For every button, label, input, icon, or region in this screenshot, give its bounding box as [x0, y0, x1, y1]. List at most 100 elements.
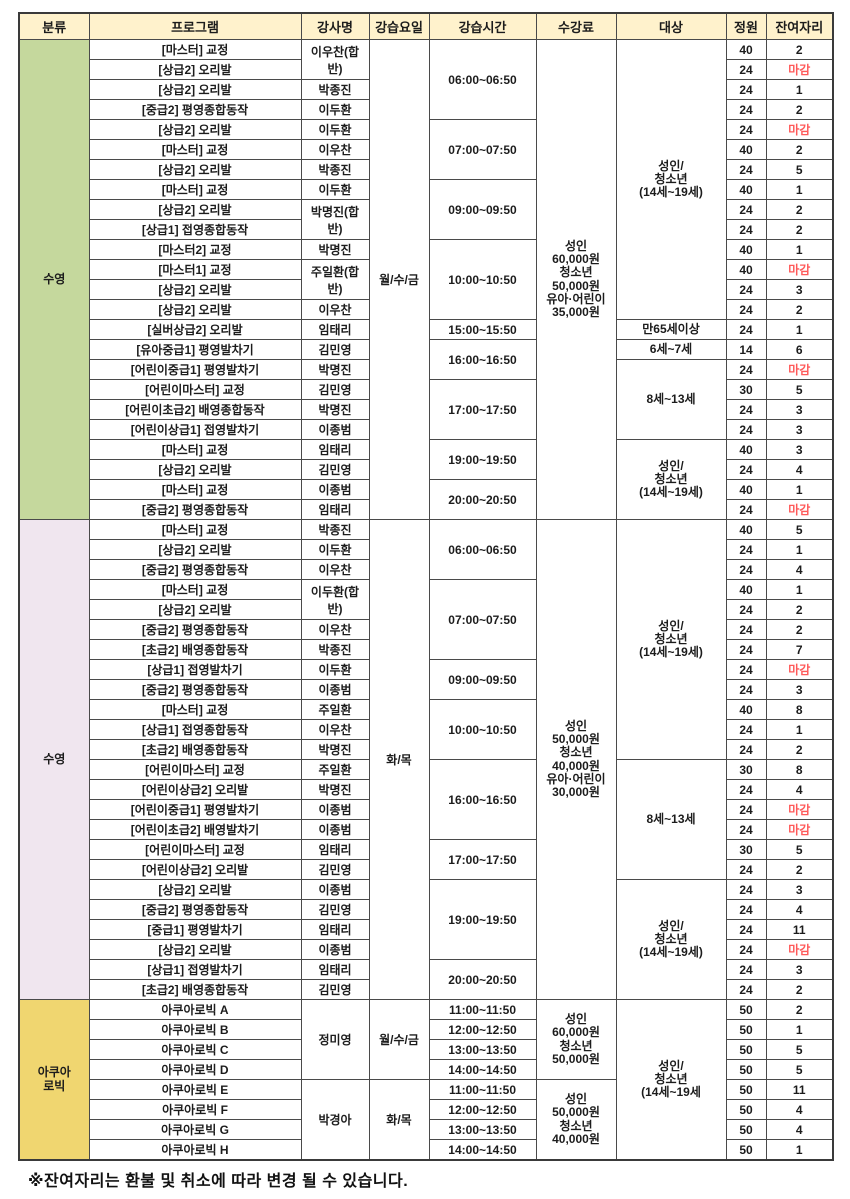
- table-row: 수영 [마스터] 교정 이우찬(합반) 월/수/금 06:00~06:50 성인 60,00…: [18, 39, 834, 520]
- table-row: [상급2] 오리발 24 2: [19, 599, 834, 620]
- time-cell: 13:00~13:50: [428, 1039, 537, 1060]
- program-cell: [어린이상급1] 접영발차기: [88, 419, 302, 440]
- instructor-cell: 임태리: [300, 839, 370, 860]
- program-cell: [중급2] 평영종합동작: [88, 679, 302, 700]
- remaining-cell: 1: [765, 719, 834, 740]
- schedule-table: 분류 프로그램 강사명 강습요일 강습시간 수강료 대상 정원 잔여자리 수영 [마스터] 교정 이…: [18, 12, 834, 1161]
- program-cell: [실버상급2] 오리발: [88, 319, 302, 340]
- program-cell: [마스터] 교정: [88, 439, 302, 460]
- instructor-cell: 이우찬: [300, 299, 370, 320]
- capacity-cell: 40: [725, 259, 767, 280]
- capacity-cell: 50: [725, 999, 767, 1020]
- capacity-cell: 24: [725, 419, 767, 440]
- table-row: [상급2] 오리발 박종진 24 1: [19, 79, 834, 100]
- remaining-cell: 3: [765, 879, 834, 900]
- column-header-0: 분류: [18, 12, 90, 40]
- time-cell: 14:00~14:50: [428, 1059, 537, 1080]
- instructor-cell: 이우찬: [300, 559, 370, 580]
- program-cell: [어린이상급2] 오리발: [88, 779, 302, 800]
- remaining-cell: 5: [765, 379, 834, 400]
- program-cell: [마스터] 교정: [88, 699, 302, 720]
- capacity-cell: 24: [725, 319, 767, 340]
- remaining-cell: 7: [765, 639, 834, 660]
- program-cell: 아쿠아로빅 C: [88, 1039, 302, 1060]
- table-row: [마스터] 교정 이우찬 40 2: [19, 139, 834, 160]
- time-cell: 14:00~14:50: [428, 1139, 537, 1161]
- fee-cell: 성인 60,000원 청소년 50,000원: [535, 999, 617, 1080]
- table-row: [마스터2] 교정 박명진 10:00~10:50 40 1: [19, 239, 834, 320]
- program-cell: [상급2] 오리발: [88, 199, 302, 220]
- table-row: 아쿠아로빅 C 13:00~13:50 50 5: [19, 1039, 834, 1060]
- remaining-cell: 1: [765, 579, 834, 600]
- capacity-cell: 24: [725, 599, 767, 620]
- remaining-cell: 2: [765, 139, 834, 160]
- remaining-cell: 8: [765, 699, 834, 720]
- capacity-cell: 24: [725, 299, 767, 320]
- program-cell: [마스터] 교정: [88, 519, 302, 540]
- capacity-cell: 24: [725, 459, 767, 480]
- capacity-cell: 40: [725, 239, 767, 260]
- program-cell: [상급2] 오리발: [88, 299, 302, 320]
- table-row: 아쿠아로빅 D 14:00~14:50 50 5: [19, 1059, 834, 1080]
- remaining-cell: 3: [765, 399, 834, 420]
- instructor-cell: 이두환: [300, 539, 370, 560]
- table-row: [상급2] 오리발 박종진 24 5: [19, 159, 834, 180]
- capacity-cell: 50: [725, 1119, 767, 1140]
- program-cell: [초급2] 배영종합동작: [88, 739, 302, 760]
- instructor-cell: 김민영: [300, 379, 370, 400]
- column-header-5: 수강료: [535, 12, 617, 40]
- remaining-cell: 마감: [765, 499, 834, 520]
- table-row: [어린이초급2] 배영발차기 이종범 24 마감: [19, 819, 834, 840]
- fee-cell: 성인 50,000원 청소년 40,000원 유아·어린이 30,000원: [535, 519, 617, 1000]
- program-cell: [마스터] 교정: [88, 39, 302, 60]
- time-cell: 07:00~07:50: [428, 579, 537, 660]
- capacity-cell: 24: [725, 99, 767, 120]
- capacity-cell: 40: [725, 179, 767, 200]
- header-row: 분류 프로그램 강사명 강습요일 강습시간 수강료 대상 정원 잔여자리: [18, 12, 834, 40]
- time-cell: 12:00~12:50: [428, 1099, 537, 1120]
- instructor-cell: 정미영: [300, 999, 370, 1080]
- instructor-cell: 임태리: [300, 919, 370, 940]
- instructor-cell: 주일환: [300, 759, 370, 780]
- remaining-cell: 1: [765, 539, 834, 560]
- capacity-cell: 50: [725, 1079, 767, 1100]
- column-header-1: 프로그램: [88, 12, 302, 40]
- instructor-cell: 주일환(합반): [300, 259, 370, 300]
- program-cell: [어린이마스터] 교정: [88, 759, 302, 780]
- remaining-cell: 3: [765, 959, 834, 980]
- instructor-cell: 박명진: [300, 239, 370, 260]
- instructor-cell: 이종범: [300, 479, 370, 500]
- remaining-cell: 2: [765, 619, 834, 640]
- capacity-cell: 24: [725, 739, 767, 760]
- program-cell: [상급1] 접영발차기: [88, 959, 302, 980]
- program-cell: [상급1] 접영발차기: [88, 659, 302, 680]
- table-row: [마스터] 교정 이두환 09:00~09:50 40 1: [19, 179, 834, 240]
- remaining-cell: 1: [765, 1019, 834, 1040]
- table-row: [중급2] 평영종합동작 이두환 24 2: [19, 99, 834, 120]
- instructor-cell: 이우찬: [300, 619, 370, 640]
- capacity-cell: 40: [725, 579, 767, 600]
- capacity-cell: 14: [725, 339, 767, 360]
- remaining-cell: 2: [765, 39, 834, 60]
- program-cell: [상급2] 오리발: [88, 879, 302, 900]
- remaining-cell: 2: [765, 219, 834, 240]
- remaining-cell: 3: [765, 419, 834, 440]
- capacity-cell: 40: [725, 139, 767, 160]
- time-cell: 17:00~17:50: [428, 379, 537, 440]
- program-cell: 아쿠아로빅 H: [88, 1139, 302, 1161]
- instructor-cell: 박명진(합반): [300, 199, 370, 240]
- program-cell: [마스터] 교정: [88, 479, 302, 500]
- instructor-cell: 이종범: [300, 799, 370, 820]
- table-row: [어린이마스터] 교정 김민영 17:00~17:50 30 5: [19, 379, 834, 440]
- program-cell: [마스터2] 교정: [88, 239, 302, 260]
- remaining-cell: 3: [765, 439, 834, 460]
- remaining-cell: 4: [765, 899, 834, 920]
- capacity-cell: 24: [725, 359, 767, 380]
- remaining-cell: 1: [765, 179, 834, 200]
- fee-cell: 성인 60,000원 청소년 50,000원 유아·어린이 35,000원: [535, 39, 617, 520]
- time-cell: 16:00~16:50: [428, 759, 537, 840]
- program-cell: [상급2] 오리발: [88, 459, 302, 480]
- capacity-cell: 30: [725, 759, 767, 780]
- remaining-cell: 2: [765, 199, 834, 220]
- target-cell: 8세~13세: [615, 359, 727, 440]
